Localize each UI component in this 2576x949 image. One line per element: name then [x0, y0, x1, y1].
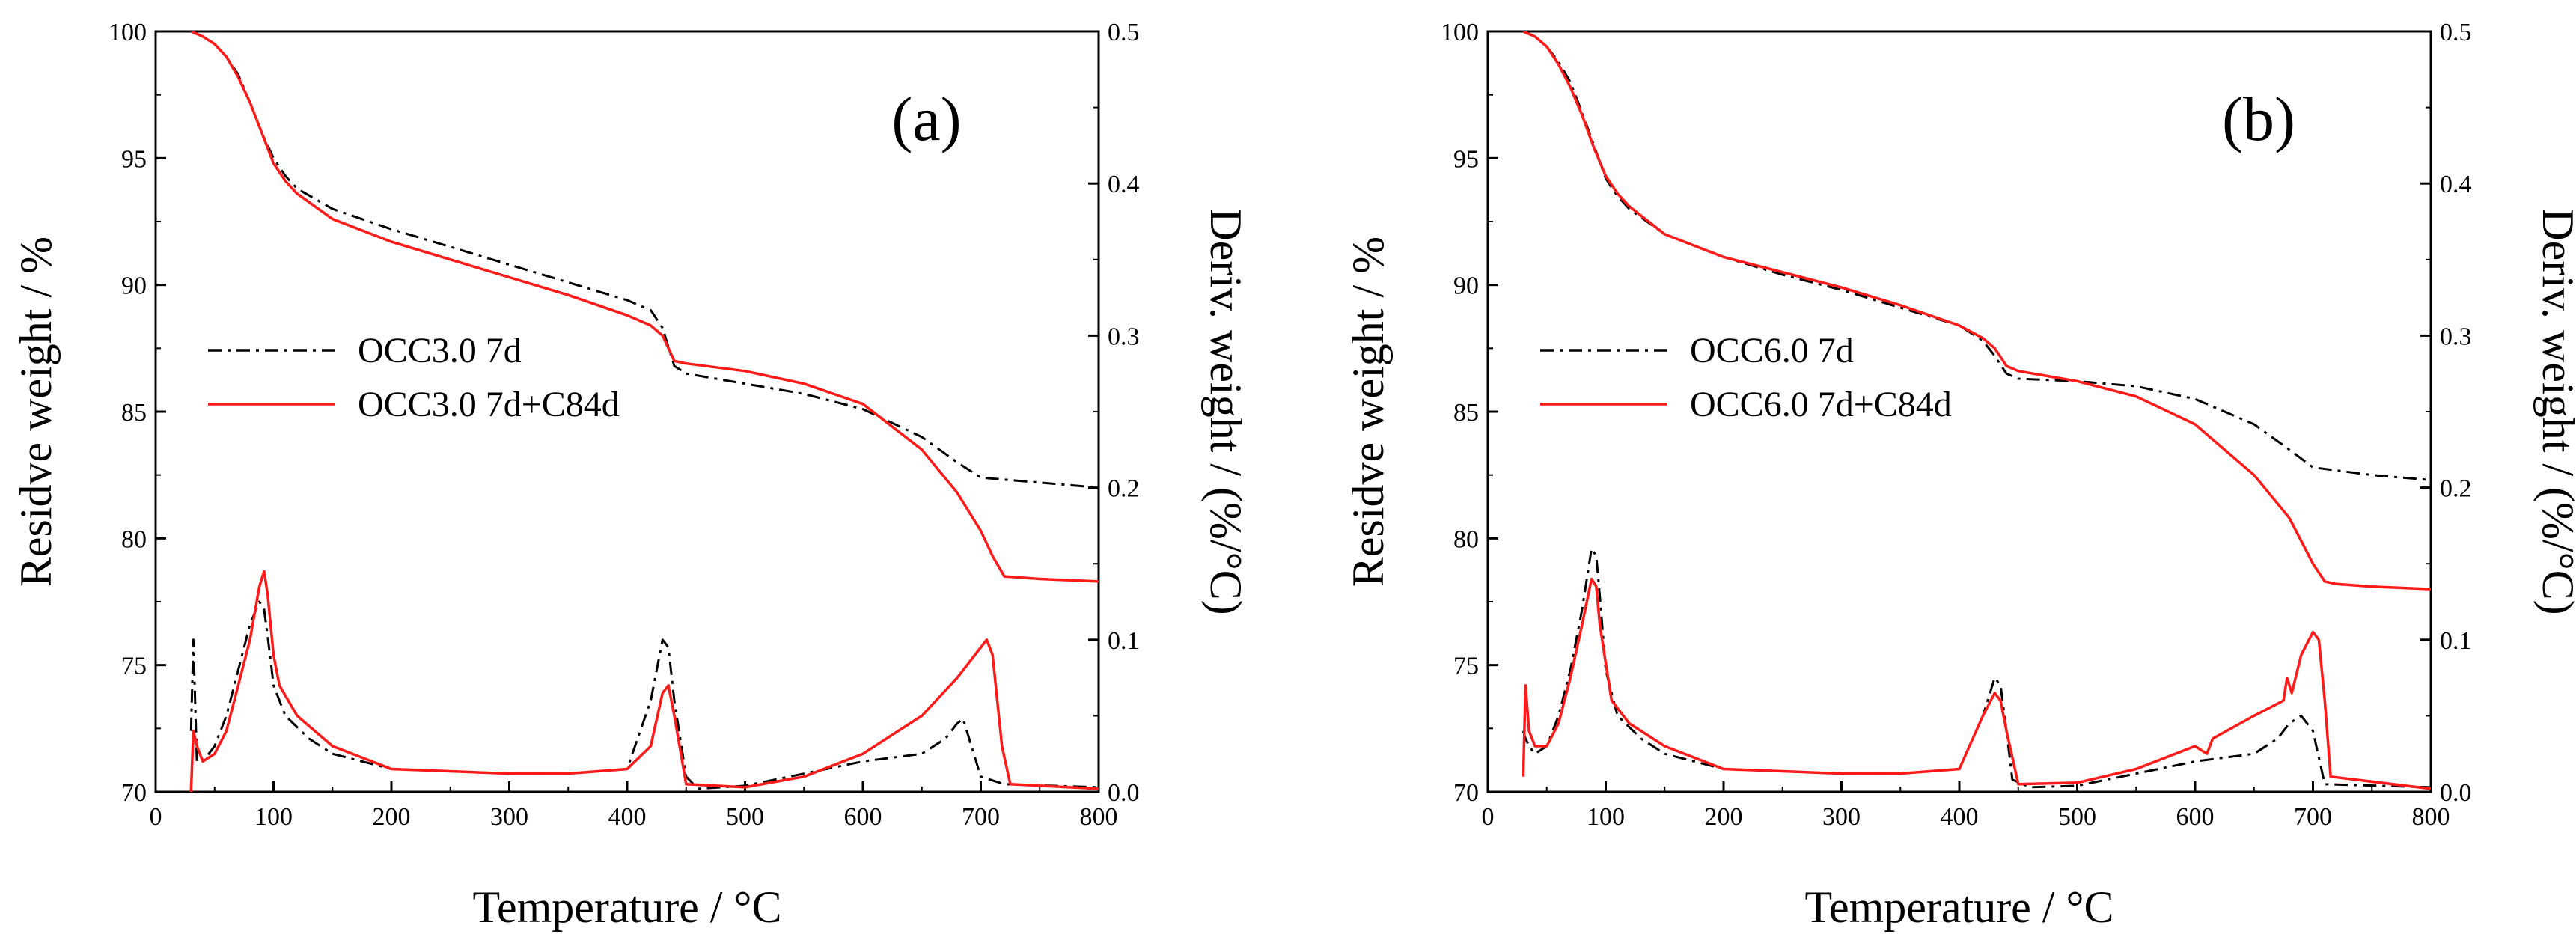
y-tick-label: 70 [121, 779, 147, 807]
x-tick-label: 700 [962, 803, 1000, 831]
y-tick-label: 80 [1453, 525, 1479, 553]
y2-tick-label: 0.4 [1108, 171, 1140, 198]
y-tick-label: 80 [121, 525, 147, 553]
deriv-weight-line-red [1522, 577, 2431, 790]
deriv-weight-line-red [189, 570, 1099, 792]
x-tick-label: 600 [2176, 803, 2215, 831]
x-tick-label: 500 [726, 803, 764, 831]
x-tick-label: 800 [2412, 803, 2450, 831]
residual-weight-line-black [1522, 31, 2431, 481]
x-tick-label: 700 [2294, 803, 2332, 831]
y-tick-label: 85 [1453, 399, 1479, 427]
legend-label: OCC6.0 7d [1690, 331, 1854, 370]
deriv-weight-line-black [1522, 547, 2431, 789]
x-tick-label: 400 [608, 803, 647, 831]
x-tick-label: 200 [1705, 803, 1743, 831]
legend-label: OCC3.0 7d+C84d [358, 385, 620, 424]
y-axis-title: Residve weight / % [11, 237, 61, 587]
legend-label: OCC3.0 7d [358, 331, 522, 370]
y-tick-label: 75 [121, 653, 147, 680]
panel-label: (b) [2222, 85, 2295, 154]
deriv-weight-line-black [189, 600, 1099, 790]
x-tick-label: 300 [1822, 803, 1861, 831]
chart-panel-b: 0 100 200 300 400 500 600 700 800 70 75 80 85 90 95 100… [1343, 19, 2576, 932]
y2-tick-label: 0.2 [1108, 475, 1140, 503]
x-tick-label: 400 [1941, 803, 1979, 831]
y-tick-label: 90 [121, 272, 147, 300]
x-tick-label: 800 [1080, 803, 1118, 831]
y-tick-label: 90 [1453, 272, 1479, 300]
y2-tick-label: 0.4 [2440, 171, 2472, 198]
x-tick-label: 100 [254, 803, 293, 831]
y-axis-title: Residve weight / % [1343, 237, 1393, 587]
y-tick-label: 100 [109, 19, 147, 46]
x-tick-label: 0 [150, 803, 162, 831]
x-tick-label: 100 [1587, 803, 1625, 831]
y2-tick-label: 0.0 [2440, 779, 2472, 807]
y2-tick-label: 0.1 [1108, 627, 1140, 655]
residual-weight-line-red [1522, 31, 2431, 591]
y2-tick-label: 0.5 [1108, 19, 1140, 46]
residual-weight-line-red [190, 31, 1099, 583]
y-tick-label: 85 [121, 399, 147, 427]
y2-tick-label: 0.2 [2440, 475, 2472, 503]
series-group [1522, 31, 2431, 790]
y-tick-label: 75 [1453, 653, 1479, 680]
y-tick-label: 95 [1453, 145, 1479, 173]
y2-axis-title: Deriv. weight / (%/°C) [2533, 208, 2576, 614]
series-group [189, 31, 1099, 792]
x-tick-label: 500 [2058, 803, 2096, 831]
x-tick-label: 200 [373, 803, 411, 831]
x-tick-label: 300 [490, 803, 528, 831]
x-tick-label: 0 [1482, 803, 1495, 831]
y-tick-label: 70 [1453, 779, 1479, 807]
chart-panel-a: 0 100 200 300 400 500 600 700 800 70 75 80 85 90 95 100… [11, 19, 1251, 932]
x-tick-label: 600 [844, 803, 882, 831]
y2-tick-label: 0.3 [2440, 323, 2472, 350]
panel-label: (a) [891, 85, 961, 154]
y2-tick-label: 0.1 [2440, 627, 2472, 655]
legend-label: OCC6.0 7d+C84d [1690, 385, 1952, 424]
y-tick-label: 100 [1441, 19, 1479, 46]
y2-tick-label: 0.5 [2440, 19, 2472, 46]
x-axis-title: Temperature / °C [473, 882, 782, 932]
y2-tick-label: 0.3 [1108, 323, 1140, 350]
y2-axis-title: Deriv. weight / (%/°C) [1201, 208, 1251, 614]
x-axis-title: Temperature / °C [1805, 882, 2114, 932]
residual-weight-line-black [190, 31, 1099, 489]
y-tick-label: 95 [121, 145, 147, 173]
y2-tick-label: 0.0 [1108, 779, 1140, 807]
